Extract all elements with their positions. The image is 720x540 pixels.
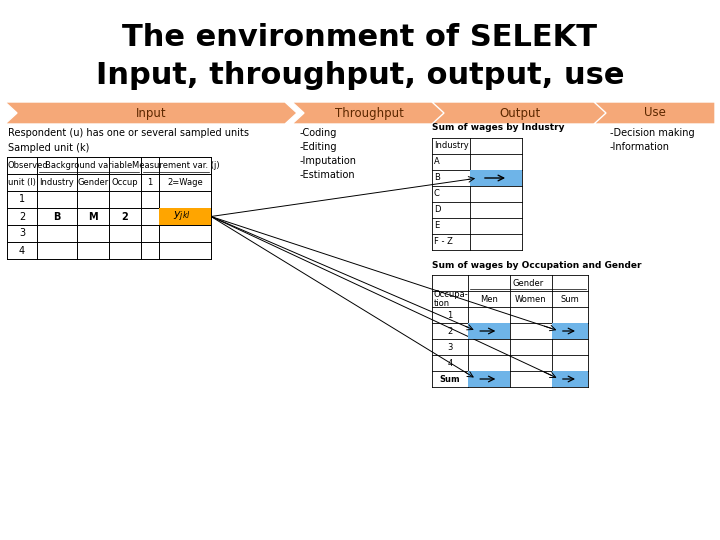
Text: B: B	[434, 173, 440, 183]
Text: Sum: Sum	[440, 375, 460, 383]
Text: Sum of wages by Industry: Sum of wages by Industry	[432, 124, 564, 132]
Text: Input: Input	[135, 106, 166, 119]
Text: Measurement var. (j): Measurement var. (j)	[132, 161, 220, 170]
Text: Output: Output	[500, 106, 541, 119]
Text: -Editing: -Editing	[300, 142, 338, 152]
Text: The environment of SELEKT: The environment of SELEKT	[122, 24, 598, 52]
Text: 3: 3	[447, 342, 453, 352]
Text: Input, throughput, output, use: Input, throughput, output, use	[96, 60, 624, 90]
Text: -Decision making: -Decision making	[610, 128, 695, 138]
Text: Occup: Occup	[112, 178, 138, 187]
Text: 1: 1	[148, 178, 153, 187]
Bar	[470, 170, 522, 186]
Text: unit (l): unit (l)	[8, 178, 36, 187]
Text: Women: Women	[516, 294, 546, 303]
Text: E: E	[434, 221, 439, 231]
Text: Industry: Industry	[434, 141, 469, 151]
Text: 2: 2	[447, 327, 453, 335]
Text: 4: 4	[447, 359, 453, 368]
Text: Sampled unit (k): Sampled unit (k)	[8, 143, 89, 153]
Polygon shape	[5, 102, 297, 124]
Text: Background variable: Background variable	[45, 161, 132, 170]
Text: 3: 3	[19, 228, 25, 239]
Text: -Coding: -Coding	[300, 128, 338, 138]
Polygon shape	[432, 102, 609, 124]
Text: Respondent (u) has one or several sampled units: Respondent (u) has one or several sample…	[8, 128, 249, 138]
Bar	[552, 323, 588, 339]
Bar	[468, 371, 510, 387]
Bar	[468, 323, 510, 339]
Text: B: B	[53, 212, 60, 221]
Text: Gender: Gender	[77, 178, 109, 187]
Text: C: C	[434, 190, 440, 199]
Text: D: D	[434, 206, 441, 214]
Text: Throughput: Throughput	[335, 106, 404, 119]
Text: 2: 2	[19, 212, 25, 221]
Text: $y_{jkl}$: $y_{jkl}$	[174, 210, 191, 224]
Text: Occupa-
tion: Occupa- tion	[434, 289, 469, 308]
Text: 1: 1	[447, 310, 453, 320]
Text: A: A	[434, 158, 440, 166]
Polygon shape	[594, 102, 715, 124]
Text: -Imputation: -Imputation	[300, 156, 357, 166]
Polygon shape	[292, 102, 447, 124]
Text: 1: 1	[19, 194, 25, 205]
Text: M: M	[88, 212, 98, 221]
Text: -Information: -Information	[610, 142, 670, 152]
Text: Observed: Observed	[8, 161, 49, 170]
Text: 2: 2	[122, 212, 128, 221]
Text: 2=Wage: 2=Wage	[167, 178, 203, 187]
Text: Men: Men	[480, 294, 498, 303]
Bar	[159, 208, 211, 225]
Text: F - Z: F - Z	[434, 238, 453, 246]
Bar	[552, 371, 588, 387]
Text: Industry: Industry	[40, 178, 74, 187]
Text: Sum: Sum	[561, 294, 580, 303]
Text: Gender: Gender	[513, 279, 544, 287]
Text: -Estimation: -Estimation	[300, 170, 356, 180]
Text: Sum of wages by Occupation and Gender: Sum of wages by Occupation and Gender	[432, 260, 642, 269]
Text: Use: Use	[644, 106, 665, 119]
Text: 4: 4	[19, 246, 25, 255]
